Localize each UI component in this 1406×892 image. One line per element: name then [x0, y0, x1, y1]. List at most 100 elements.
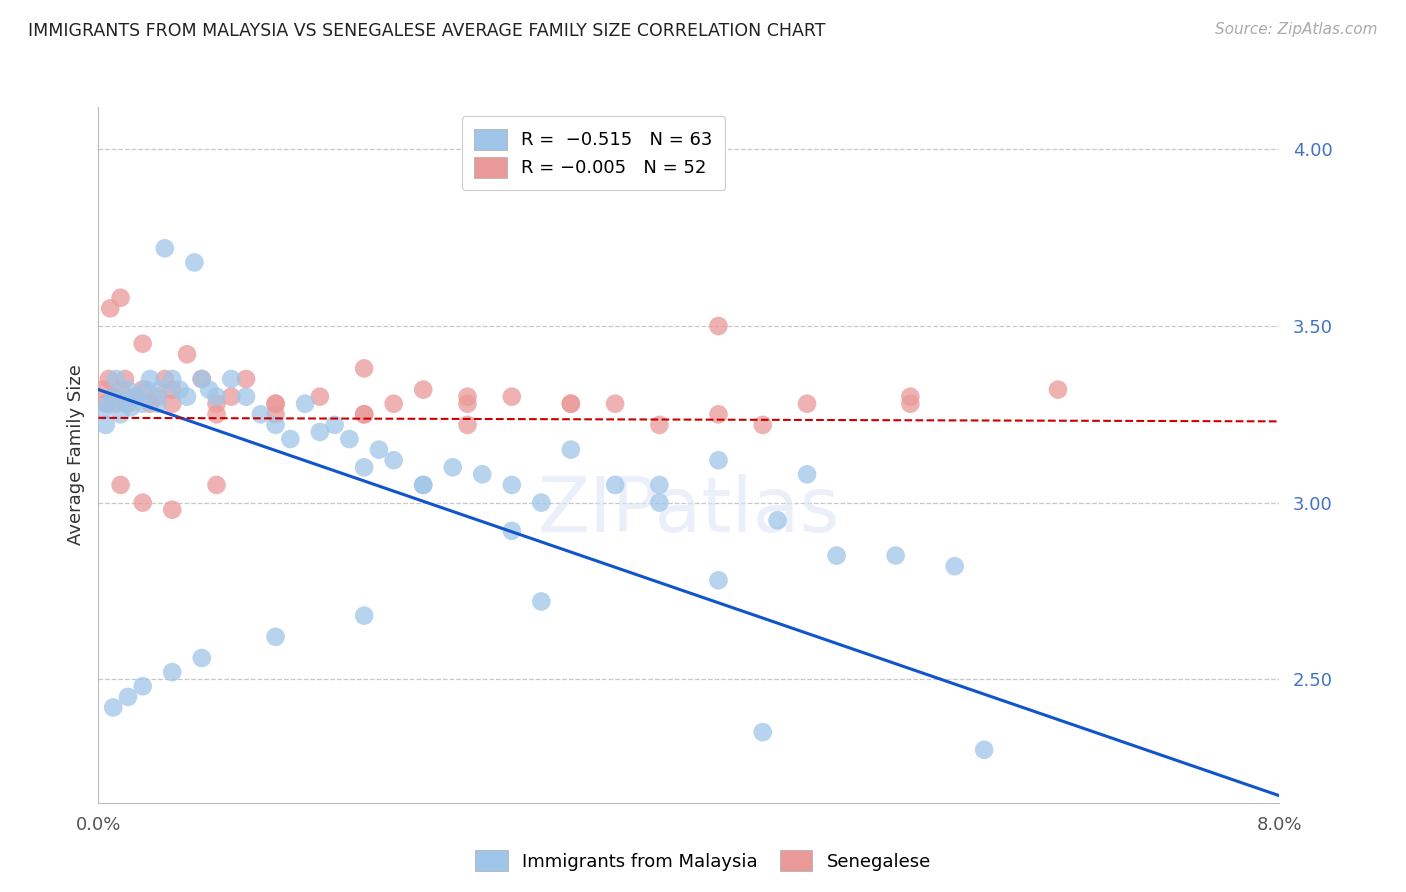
Point: [103, 390, 124, 404]
Legend: Immigrants from Malaysia, Senegalese: Immigrants from Malaysia, Senegalese: [468, 843, 938, 879]
Point: [149, 383, 172, 397]
Point: [560, 397, 582, 411]
Point: [162, 372, 183, 386]
Point: [103, 700, 124, 714]
Point: [456, 397, 478, 411]
Point: [766, 513, 789, 527]
Point: [191, 372, 214, 386]
Point: [94, 417, 117, 432]
Point: [264, 397, 287, 411]
Point: [367, 442, 389, 457]
Point: [162, 502, 183, 516]
Point: [97, 397, 120, 411]
Point: [110, 407, 132, 421]
Point: [153, 372, 176, 386]
Point: [707, 407, 730, 421]
Point: [1046, 383, 1069, 397]
Point: [264, 417, 287, 432]
Point: [176, 347, 198, 361]
Point: [162, 665, 183, 680]
Point: [648, 495, 671, 509]
Text: Source: ZipAtlas.com: Source: ZipAtlas.com: [1215, 22, 1378, 37]
Point: [796, 397, 818, 411]
Point: [605, 478, 627, 492]
Point: [501, 478, 523, 492]
Point: [898, 390, 921, 404]
Point: [124, 390, 146, 404]
Point: [114, 372, 136, 386]
Text: ZIPatlas: ZIPatlas: [537, 474, 841, 548]
Point: [751, 417, 773, 432]
Point: [884, 549, 907, 563]
Point: [198, 383, 221, 397]
Point: [169, 383, 191, 397]
Point: [114, 397, 136, 411]
Point: [117, 383, 139, 397]
Point: [264, 630, 287, 644]
Point: [382, 397, 405, 411]
Point: [825, 549, 848, 563]
Point: [91, 404, 114, 418]
Point: [98, 301, 121, 316]
Point: [132, 383, 155, 397]
Point: [278, 432, 301, 446]
Point: [353, 608, 375, 623]
Point: [205, 407, 228, 421]
Point: [530, 594, 553, 608]
Point: [412, 478, 434, 492]
Point: [501, 524, 523, 538]
Point: [707, 453, 730, 467]
Point: [560, 397, 582, 411]
Point: [264, 397, 287, 411]
Point: [353, 361, 375, 376]
Point: [205, 390, 228, 404]
Point: [898, 397, 921, 411]
Point: [235, 390, 257, 404]
Point: [250, 407, 273, 421]
Point: [308, 390, 332, 404]
Point: [103, 390, 124, 404]
Point: [146, 397, 169, 411]
Point: [146, 390, 169, 404]
Point: [97, 372, 120, 386]
Point: [441, 460, 464, 475]
Point: [132, 495, 155, 509]
Point: [353, 407, 375, 421]
Point: [117, 690, 139, 704]
Point: [132, 336, 155, 351]
Point: [235, 372, 257, 386]
Point: [412, 478, 434, 492]
Y-axis label: Average Family Size: Average Family Size: [66, 365, 84, 545]
Point: [353, 460, 375, 475]
Point: [751, 725, 773, 739]
Point: [323, 417, 346, 432]
Point: [382, 453, 405, 467]
Point: [162, 397, 183, 411]
Point: [412, 383, 434, 397]
Point: [183, 255, 205, 269]
Point: [308, 425, 332, 439]
Point: [973, 743, 995, 757]
Point: [124, 390, 146, 404]
Point: [120, 401, 142, 415]
Point: [94, 397, 117, 411]
Text: IMMIGRANTS FROM MALAYSIA VS SENEGALESE AVERAGE FAMILY SIZE CORRELATION CHART: IMMIGRANTS FROM MALAYSIA VS SENEGALESE A…: [28, 22, 825, 40]
Point: [501, 390, 523, 404]
Point: [943, 559, 966, 574]
Point: [530, 495, 553, 509]
Point: [132, 679, 155, 693]
Point: [176, 390, 198, 404]
Point: [471, 467, 494, 482]
Point: [191, 651, 214, 665]
Point: [337, 432, 360, 446]
Point: [648, 478, 671, 492]
Point: [110, 291, 132, 305]
Point: [264, 407, 287, 421]
Point: [219, 372, 242, 386]
Point: [605, 397, 627, 411]
Point: [91, 383, 114, 397]
Point: [560, 442, 582, 457]
Point: [353, 407, 375, 421]
Point: [110, 478, 132, 492]
Point: [135, 383, 157, 397]
